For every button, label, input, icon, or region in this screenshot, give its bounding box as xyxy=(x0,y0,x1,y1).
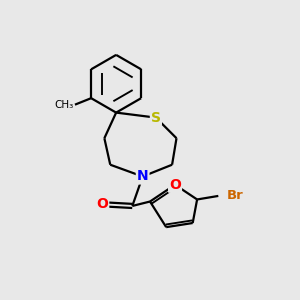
Text: O: O xyxy=(96,197,108,212)
Text: O: O xyxy=(169,178,181,192)
Text: CH₃: CH₃ xyxy=(54,100,74,110)
Text: N: N xyxy=(137,169,148,184)
Text: Br: Br xyxy=(226,189,243,203)
Text: S: S xyxy=(151,111,161,124)
